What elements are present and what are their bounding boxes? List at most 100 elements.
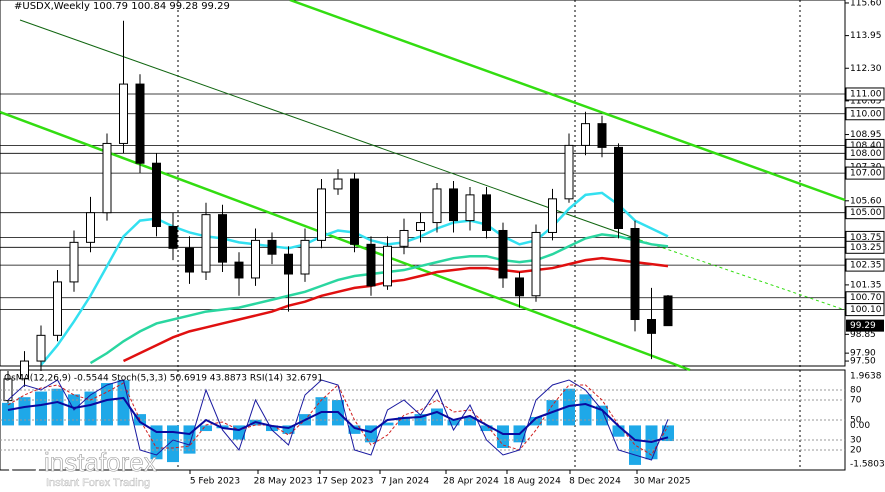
current-price-label: 99.29: [850, 321, 876, 331]
candle-body: [168, 226, 178, 249]
candle-body: [647, 319, 656, 334]
candle-body: [284, 253, 293, 275]
candle-body: [482, 194, 491, 231]
osma-bar: [84, 391, 97, 426]
candle-body: [152, 162, 161, 228]
osma-bar: [216, 425, 229, 429]
y-tick-label: 101.35: [850, 280, 882, 290]
y-tick-label: 110.65: [850, 96, 882, 106]
y-tick-label: 105.60: [850, 196, 882, 206]
level-box: [845, 258, 885, 272]
oscillator-line: [7, 382, 669, 456]
osma-bar: [51, 388, 64, 426]
candle-body: [267, 239, 277, 255]
trend-lines: [0, 0, 846, 372]
candle-body: [218, 214, 227, 263]
watermark: instaforex Instant Forex Trading: [8, 447, 157, 489]
candle-body: [383, 245, 392, 287]
y-tick-label: 113.95: [850, 31, 882, 41]
level-box: [845, 87, 885, 101]
level-label: 107.00: [850, 169, 882, 179]
candle-body: [416, 222, 425, 231]
y-tick-label: 98.85: [850, 330, 876, 340]
candle-body: [663, 295, 673, 327]
osma-bar: [629, 425, 641, 465]
level-box: [845, 146, 885, 160]
x-tick-label: 8 Dec 2024: [569, 477, 621, 487]
candle-body: [53, 281, 62, 336]
candle-body: [185, 247, 194, 273]
trend-line: [0, 110, 691, 372]
osc-tick-label: 20: [850, 446, 862, 456]
x-tick-label: 28 May 2023: [254, 477, 313, 487]
candle-body: [432, 188, 442, 224]
candle-body: [564, 144, 574, 200]
osma-bar: [150, 425, 163, 460]
candle-body: [449, 188, 458, 222]
candle-body: [317, 188, 326, 241]
osma-bar: [2, 402, 14, 426]
candle-body: [69, 241, 79, 283]
level-label: 100.10: [850, 305, 882, 315]
candle-body: [581, 123, 590, 146]
level-label: 100.70: [850, 293, 882, 303]
osma-bar: [464, 416, 476, 426]
osma-bar: [612, 425, 625, 437]
osma-bar: [282, 425, 295, 434]
x-tick-label: 17 Sep 2023: [316, 477, 373, 487]
level-label: 111.00: [850, 89, 882, 99]
level-label: 108.00: [850, 149, 882, 159]
candle-body: [548, 198, 557, 233]
oscillator-line: [7, 379, 669, 461]
candle-body: [399, 229, 409, 247]
watermark-logo: [8, 450, 40, 482]
osc-tick-label: 30: [850, 436, 862, 446]
candle-body: [531, 231, 541, 297]
watermark-brand: instaforex: [44, 447, 157, 477]
candle-body: [102, 142, 112, 214]
moving-average: [89, 233, 669, 365]
candle-body: [498, 229, 508, 279]
osma-bar: [579, 394, 592, 426]
osma-bar: [18, 397, 31, 426]
candle-body: [36, 334, 46, 362]
candle-body: [630, 228, 640, 321]
level-label: 110.00: [850, 109, 882, 119]
osma-bar: [101, 383, 113, 426]
main-panel: [0, 0, 846, 367]
x-tick-label: 28 Apr 2024: [443, 477, 499, 487]
candle-body: [20, 360, 29, 380]
candle-body: [86, 212, 95, 243]
osma-bar: [497, 425, 509, 448]
level-box: [845, 107, 885, 121]
candle-body: [515, 277, 524, 297]
osma-bar: [381, 422, 394, 426]
osma-bar: [200, 425, 212, 432]
y-tick-label: 112.30: [850, 64, 882, 74]
osma-bar: [563, 388, 575, 426]
osma-tick-label: 1.9638: [850, 372, 882, 382]
candle-body: [201, 214, 211, 273]
candle-body: [119, 83, 128, 144]
candle-body: [597, 123, 607, 148]
x-tick-label: 7 Jan 2024: [381, 477, 429, 487]
osc-tick-label: 80: [850, 386, 862, 396]
candle-body: [333, 178, 343, 190]
y-tick-label: 97.50: [850, 357, 876, 367]
watermark-tagline: Instant Forex Trading: [46, 477, 150, 489]
plot: [0, 20, 845, 465]
osma-bar: [266, 425, 278, 432]
osma-bar: [167, 425, 179, 463]
osc-tick-label: 70: [850, 396, 862, 406]
level-label: 103.75: [850, 233, 882, 243]
level-box: [845, 303, 885, 317]
osma-bar: [447, 419, 460, 426]
candle-body: [366, 243, 376, 287]
current-price-box: [846, 319, 884, 332]
candle-body: [465, 194, 475, 222]
candle-body: [135, 83, 145, 164]
osma-tick-label: 0.00: [850, 421, 870, 431]
level-label: 105.00: [850, 208, 882, 218]
level-box: [845, 166, 885, 180]
